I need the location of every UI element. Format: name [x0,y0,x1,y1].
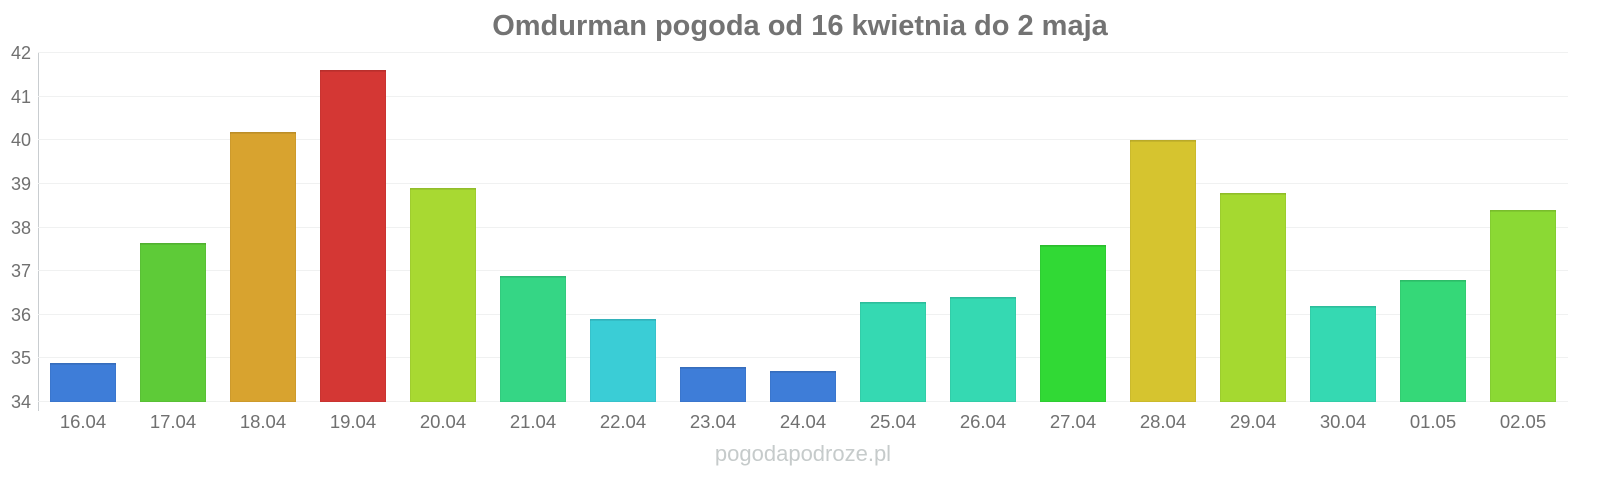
bar-slot-22.04 [578,53,668,402]
bar-slot-16.04 [38,53,128,402]
bar-18.04 [230,131,296,402]
bar-slot-17.04 [128,53,218,402]
bar-slot-02.05 [1478,53,1568,402]
x-tick-label-22.04: 22.04 [599,411,647,432]
gridline-39 [38,182,1568,184]
bar-21.04 [500,275,566,402]
chart-title: Omdurman pogoda od 16 kwietnia do 2 maja [492,10,1108,42]
watermark: pogodapodroze.pl [714,441,892,466]
y-axis-line [38,53,39,411]
bar-slot-23.04 [668,53,758,402]
x-tick-label-28.04: 28.04 [1139,411,1187,432]
bar-29.04 [1220,192,1286,402]
x-tick-label-18.04: 18.04 [239,411,287,432]
bar-28.04 [1130,140,1196,402]
bar-slot-25.04 [848,53,938,402]
y-tick-label-37: 37 [10,261,31,282]
bar-02.05 [1490,210,1556,402]
gridline-40 [38,139,1568,141]
x-tick-label-29.04: 29.04 [1229,411,1277,432]
gridline-35 [38,357,1568,359]
bar-30.04 [1310,306,1376,402]
y-tick-label-35: 35 [10,348,31,369]
x-tick-label-16.04: 16.04 [59,411,107,432]
x-tick-label-19.04: 19.04 [329,411,377,432]
bar-24.04 [770,371,836,402]
y-tick-label-36: 36 [10,304,31,325]
plot-area [38,52,1568,402]
bar-slot-20.04 [398,53,488,402]
gridline-37 [38,270,1568,272]
y-axis-labels: 34 35 36 37 38 39 40 41 42 [0,44,31,411]
x-axis-labels: 16.04 17.04 18.04 19.04 20.04 21.04 22.04 23.04… [38,411,1568,433]
x-tick-label-01.05: 01.05 [1409,411,1457,432]
gridline-41 [38,95,1568,97]
x-tick-label-02.05: 02.05 [1499,411,1547,432]
bar-20.04 [410,188,476,402]
y-tick-label-38: 38 [10,217,31,238]
bar-slot-24.04 [758,53,848,402]
bar-23.04 [680,367,746,402]
bar-25.04 [860,301,926,402]
bar-slot-01.05 [1388,53,1478,402]
bar-series [38,53,1568,402]
bar-17.04 [140,242,206,402]
x-tick-label-17.04: 17.04 [149,411,197,432]
bar-19.04 [320,70,386,402]
bar-22.04 [590,319,656,402]
y-tick-label-39: 39 [10,173,31,194]
gridline-38 [38,226,1568,228]
bar-slot-27.04 [1028,53,1118,402]
gridline-42 [38,52,1568,53]
x-tick-label-30.04: 30.04 [1319,411,1367,432]
bar-27.04 [1040,244,1106,402]
bar-01.05 [1400,279,1466,402]
y-tick-label-41: 41 [10,86,31,107]
x-tick-label-23.04: 23.04 [689,411,737,432]
bar-slot-21.04 [488,53,578,402]
x-tick-label-20.04: 20.04 [419,411,467,432]
x-tick-label-27.04: 27.04 [1049,411,1097,432]
x-tick-label-21.04: 21.04 [509,411,557,432]
y-tick-label-42: 42 [10,43,31,63]
bar-slot-28.04 [1118,53,1208,402]
x-tick-label-25.04: 25.04 [869,411,917,432]
bar-16.04 [50,362,116,402]
bar-slot-18.04 [218,53,308,402]
x-tick-label-26.04: 26.04 [959,411,1007,432]
bar-slot-30.04 [1298,53,1388,402]
bar-slot-29.04 [1208,53,1298,402]
bar-slot-26.04 [938,53,1028,402]
bar-slot-19.04 [308,53,398,402]
bar-26.04 [950,297,1016,402]
y-tick-label-40: 40 [10,130,31,151]
y-tick-label-34: 34 [10,392,31,412]
gridline-36 [38,313,1568,315]
x-tick-label-24.04: 24.04 [779,411,827,432]
